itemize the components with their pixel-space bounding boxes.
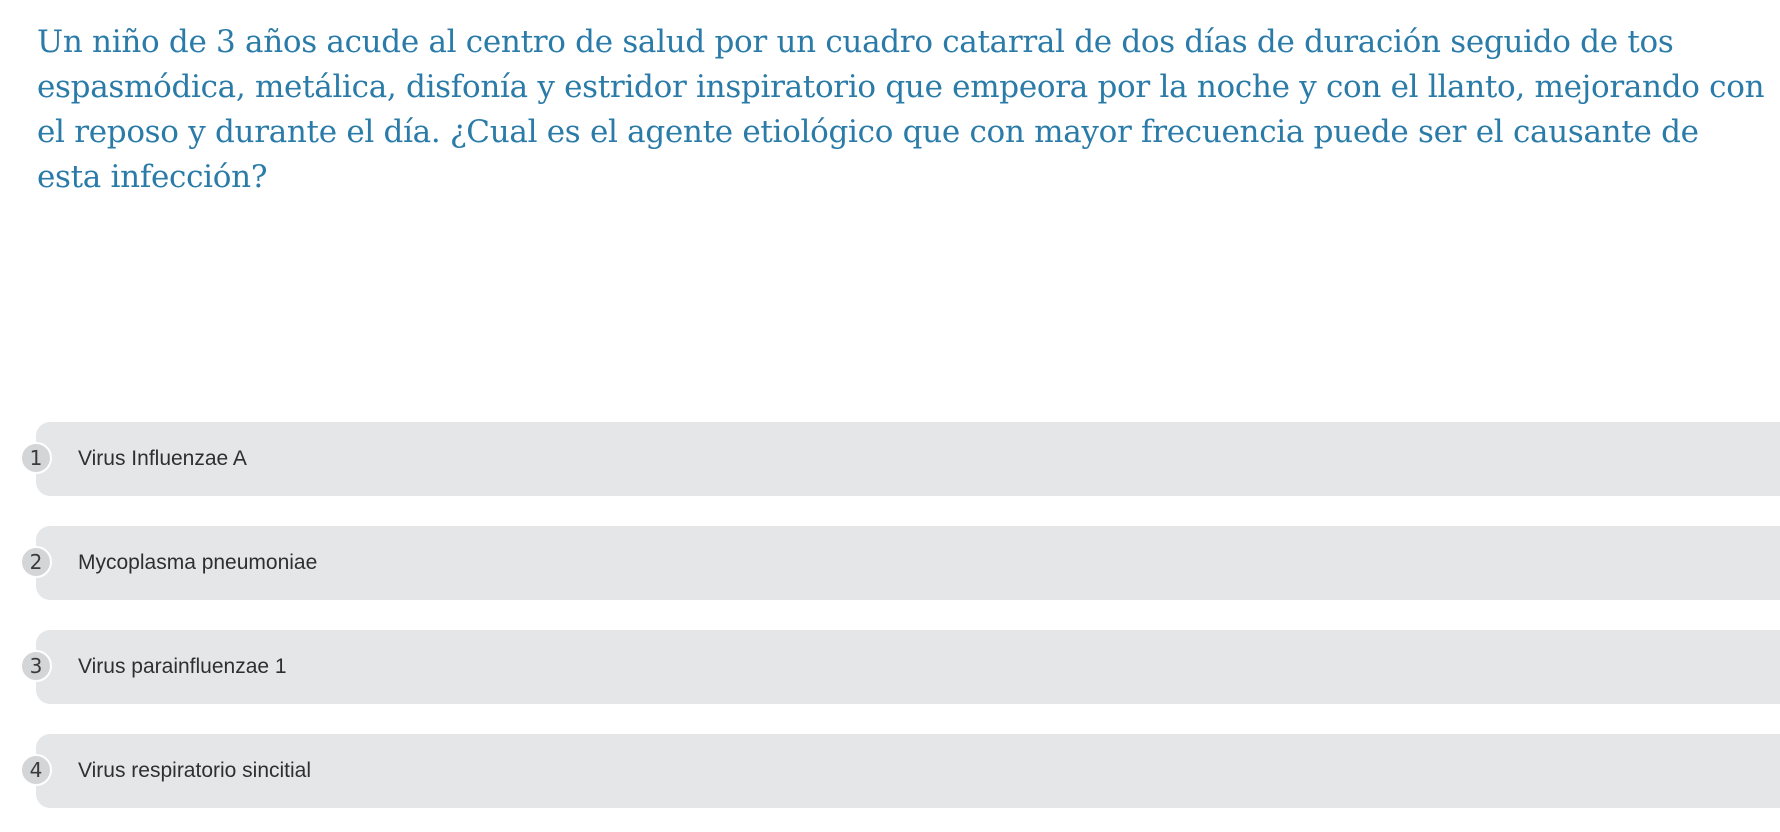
option-label: Virus respiratorio sincitial [78,759,312,782]
answer-option-1[interactable]: 1 Virus Influenzae A [20,422,1780,496]
question-text: Un niño de 3 años acude al centro de sal… [37,24,1765,195]
option-label: Virus parainfluenzae 1 [78,655,287,678]
answer-option-4[interactable]: 4 Virus respiratorio sincitial [20,734,1780,808]
option-number-badge: 3 [20,650,52,682]
answer-option-3[interactable]: 3 Virus parainfluenzae 1 [20,630,1780,704]
option-label: Mycoplasma pneumoniae [78,551,318,574]
option-number-badge: 2 [20,546,52,578]
option-label: Virus Influenzae A [78,447,247,470]
answer-option-2[interactable]: 2 Mycoplasma pneumoniae [20,526,1780,600]
option-number-badge: 1 [20,442,52,474]
option-number-badge: 4 [20,754,52,786]
